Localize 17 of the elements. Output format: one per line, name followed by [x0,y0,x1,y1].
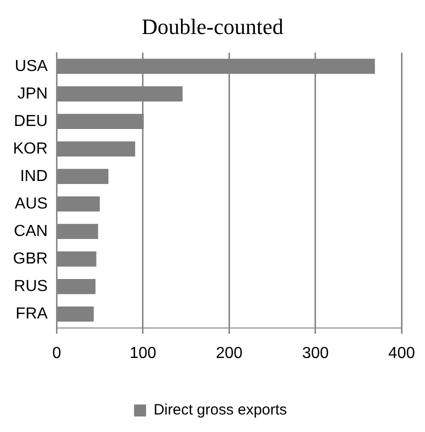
x-tick-label: 100 [130,344,156,362]
y-tick-label: AUS [14,195,48,212]
y-tick-label: IND [20,168,48,185]
x-tick-label: 400 [388,344,416,362]
chart-title: Double-counted [140,14,284,40]
x-tick-label: 200 [216,344,243,362]
y-tick-label: GBR [13,250,48,268]
legend-label: Direct gross exports [154,402,287,419]
y-tick-label: KOR [13,140,48,158]
y-tick-label: JPN [17,85,48,102]
x-tick-label: 300 [302,344,329,362]
y-tick-label: FRA [16,305,48,322]
y-tick-label: DEU [14,112,48,130]
y-tick-label: USA [14,58,48,75]
y-tick-label: CAN [14,222,48,240]
x-tick-label: 0 [52,344,62,362]
y-tick-label: RUS [14,278,48,295]
